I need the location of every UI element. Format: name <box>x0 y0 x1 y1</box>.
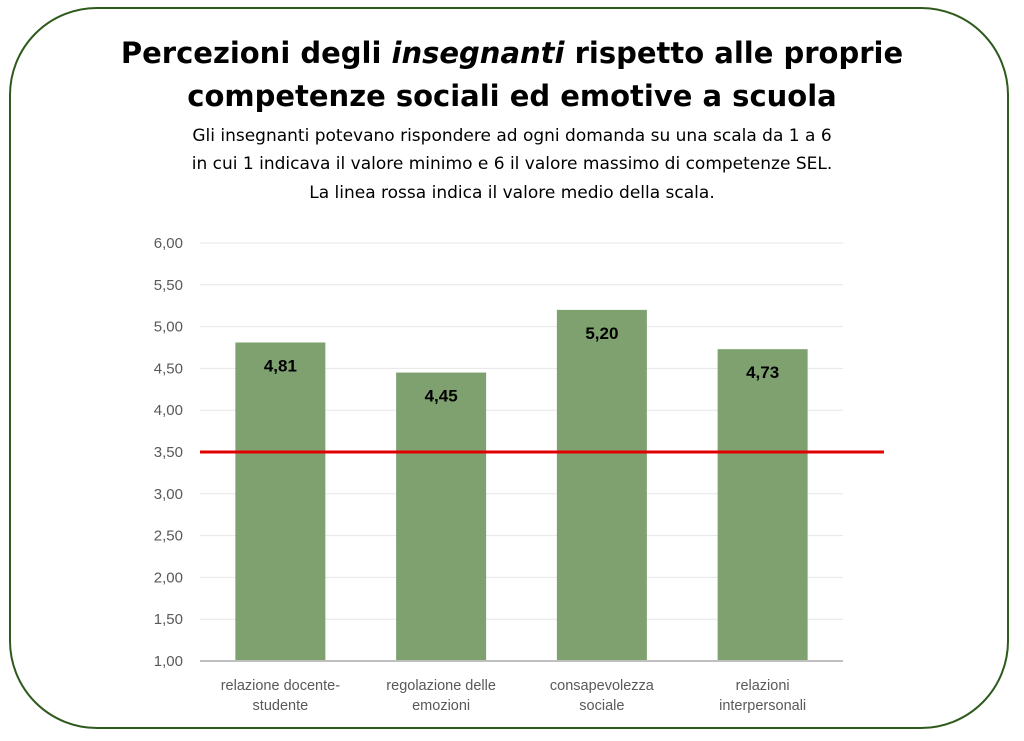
y-tick-label: 4,00 <box>154 402 183 419</box>
y-tick-label: 1,00 <box>154 653 183 670</box>
category-label: interpersonali <box>719 698 806 714</box>
y-tick-label: 5,50 <box>154 277 183 294</box>
bar <box>235 342 326 661</box>
y-tick-label: 4,50 <box>154 360 183 377</box>
chart-title-line-1: Percezioni degli insegnanti rispetto all… <box>0 32 1024 74</box>
category-label: consapevolezza <box>550 678 655 694</box>
category-label: sociale <box>579 698 624 714</box>
y-tick-label: 1,50 <box>154 611 183 628</box>
title-suffix: rispetto alle proprie <box>564 36 904 70</box>
data-label: 4,45 <box>425 387 458 406</box>
y-tick-label: 2,50 <box>154 528 183 545</box>
data-label: 4,81 <box>264 356 297 375</box>
bar <box>396 372 487 661</box>
y-tick-label: 5,00 <box>154 319 183 336</box>
y-tick-label: 3,50 <box>154 444 183 461</box>
category-label: studente <box>253 698 309 714</box>
y-tick-label: 2,00 <box>154 569 183 586</box>
subtitle-line-1: Gli insegnanti potevano rispondere ad og… <box>192 126 832 146</box>
title-prefix: Percezioni degli <box>120 36 392 70</box>
category-label: emozioni <box>412 698 470 714</box>
y-tick-label: 3,00 <box>154 486 183 503</box>
category-label: relazioni <box>736 678 790 694</box>
subtitle-line-3: La linea rossa indica il valore medio de… <box>309 183 715 203</box>
data-label: 4,73 <box>746 363 779 382</box>
bar <box>717 349 808 661</box>
subtitle-line-2: in cui 1 indicava il valore minimo e 6 i… <box>191 154 833 174</box>
y-tick-label: 6,00 <box>154 235 183 252</box>
category-label: relazione docente- <box>221 678 340 694</box>
data-label: 5,20 <box>585 324 618 343</box>
category-label: regolazione delle <box>386 678 496 694</box>
title-emphasis: insegnanti <box>391 36 565 70</box>
bar <box>556 309 647 661</box>
chart-title-line-2: competenze sociali ed emotive a scuola <box>187 79 837 113</box>
